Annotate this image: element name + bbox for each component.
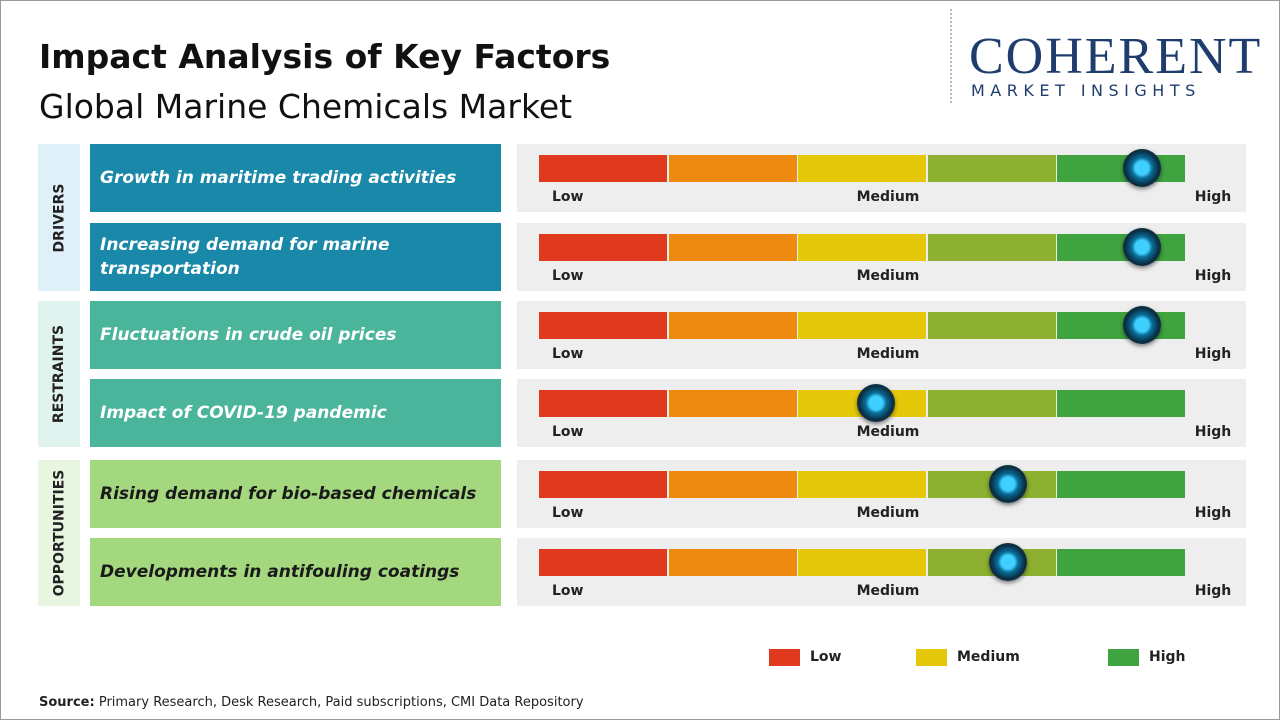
- impact-knob: [1122, 149, 1161, 187]
- scale-label: Low: [552, 505, 584, 521]
- scale-label: High: [1194, 583, 1232, 599]
- scale-label: Medium: [856, 424, 920, 440]
- group-label: RESTRAINTS: [51, 324, 67, 424]
- group-side: OPPORTUNITIES: [38, 460, 80, 606]
- scale-label: Low: [552, 189, 584, 205]
- gauge-segment: [668, 471, 797, 498]
- legend-label: Medium: [957, 649, 1020, 665]
- gauge-segment: [668, 549, 797, 576]
- legend-label: High: [1149, 649, 1186, 665]
- factor-label: Increasing demand for marine transportat…: [90, 223, 501, 291]
- subtitle: Global Marine Chemicals Market: [39, 87, 573, 126]
- gauge-segment: [1057, 549, 1186, 576]
- source-text: Primary Research, Desk Research, Paid su…: [98, 695, 584, 710]
- scale-label: Medium: [856, 268, 920, 284]
- scale-label: High: [1194, 346, 1232, 362]
- gauge-segment: [1057, 390, 1186, 417]
- group-side: RESTRAINTS: [38, 301, 80, 447]
- impact-knob: [856, 384, 895, 422]
- legend-swatch: [916, 649, 947, 666]
- impact-knob: [1122, 228, 1161, 266]
- gauge-segment: [539, 312, 668, 339]
- scale-label: Low: [552, 424, 584, 440]
- gauge-segment: [539, 471, 668, 498]
- factor-label: Fluctuations in crude oil prices: [90, 301, 501, 369]
- impact-knob: [1122, 306, 1161, 344]
- group-label: DRIVERS: [51, 183, 67, 252]
- gauge-segment: [1057, 471, 1186, 498]
- scale-label: Low: [552, 268, 584, 284]
- gauge-segment: [539, 390, 668, 417]
- gauge-segment: [539, 234, 668, 261]
- factor-label: Growth in maritime trading activities: [90, 144, 501, 212]
- title: Impact Analysis of Key Factors: [39, 37, 611, 76]
- group-label: OPPORTUNITIES: [51, 469, 68, 597]
- scale-label: High: [1194, 424, 1232, 440]
- gauge-segment: [668, 155, 797, 182]
- divider: [950, 9, 952, 103]
- gauge-segment: [1057, 155, 1186, 182]
- scale-label: Medium: [856, 583, 920, 599]
- logo-tagline: MARKET INSIGHTS: [971, 81, 1201, 100]
- gauge-segment: [668, 390, 797, 417]
- scale-label: Medium: [856, 346, 920, 362]
- gauge-segment: [798, 471, 927, 498]
- gauge-segment: [927, 155, 1056, 182]
- scale-label: High: [1194, 268, 1232, 284]
- factor-label: Rising demand for bio-based chemicals: [90, 460, 501, 528]
- scale-label: High: [1194, 189, 1232, 205]
- gauge-segment: [539, 155, 668, 182]
- gauge-segment: [927, 390, 1056, 417]
- gauge-segment: [1057, 312, 1186, 339]
- gauge-segment: [798, 549, 927, 576]
- scale-label: Medium: [856, 189, 920, 205]
- impact-knob: [989, 465, 1028, 503]
- legend-swatch: [769, 649, 800, 666]
- source: Source: Primary Research, Desk Research,…: [39, 695, 584, 710]
- gauge-segment: [798, 155, 927, 182]
- gauge-segment: [927, 312, 1056, 339]
- gauge-segment: [668, 312, 797, 339]
- scale-label: Low: [552, 583, 584, 599]
- gauge-segment: [927, 234, 1056, 261]
- gauge-segment: [798, 234, 927, 261]
- source-label: Source:: [39, 695, 95, 710]
- legend-swatch: [1108, 649, 1139, 666]
- gauge-segment: [668, 234, 797, 261]
- scale-label: High: [1194, 505, 1232, 521]
- impact-knob: [989, 543, 1028, 581]
- gauge-segment: [798, 312, 927, 339]
- logo-name: COHERENT: [969, 28, 1263, 85]
- scale-label: Low: [552, 346, 584, 362]
- scale-label: Medium: [856, 505, 920, 521]
- legend-label: Low: [810, 649, 842, 665]
- group-side: DRIVERS: [38, 144, 80, 291]
- gauge-segment: [1057, 234, 1186, 261]
- factor-label: Impact of COVID-19 pandemic: [90, 379, 501, 447]
- gauge-segment: [539, 549, 668, 576]
- factor-label: Developments in antifouling coatings: [90, 538, 501, 606]
